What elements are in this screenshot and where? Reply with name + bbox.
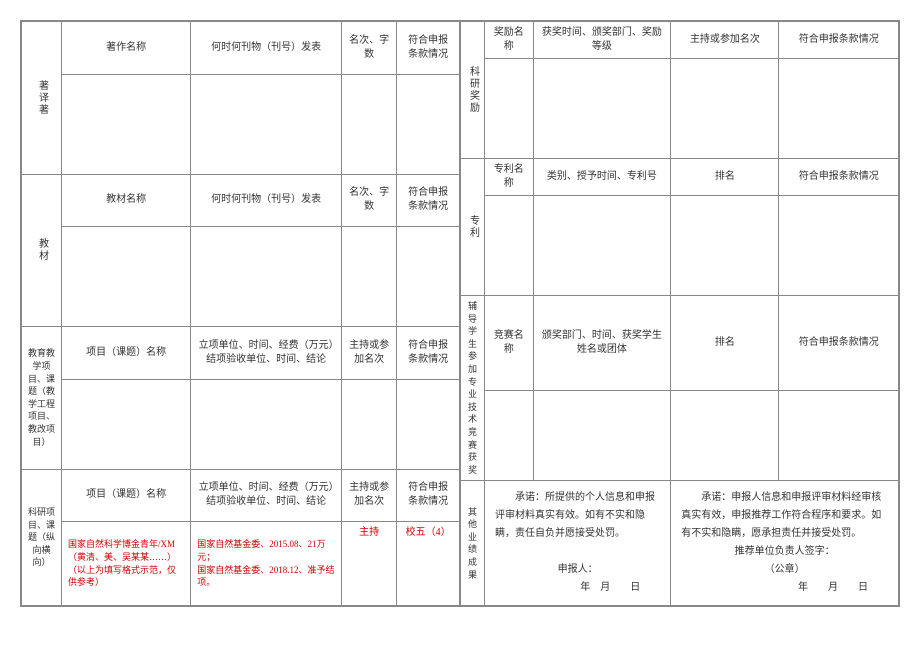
h-pt-4: 符合申报条款情况 [779, 159, 899, 196]
row-comp-header: 辅导学生参加专业技术竞赛获奖 竞赛名称 颁奖部门、时间、获奖学生姓名或团体 排名… [461, 296, 899, 391]
cell [397, 227, 460, 327]
cell [671, 196, 779, 296]
pledge2-signer: 推荐单位负责人签字： [681, 543, 888, 561]
right-table: 科研奖励 奖励名称 获奖时间、颁奖部门、奖励等级 主持或参加名次 符合申报条款情… [460, 21, 899, 606]
pledge2-seal: （公章） [681, 561, 888, 579]
row-patent-body [461, 196, 899, 296]
cell [485, 196, 534, 296]
row-works-header: 著译著 著作名称 何时何刊物（刊号）发表 名次、字数 符合申报条款情况 [22, 22, 460, 75]
cell [671, 59, 779, 159]
cell [341, 74, 396, 174]
label-patent: 专利 [461, 159, 485, 296]
cell [62, 74, 191, 174]
cell [191, 74, 342, 174]
h-cp-1: 竞赛名称 [485, 296, 534, 391]
h-res-2: 立项单位、时间、经费（万元）结项验收单位、时间、结论 [191, 469, 342, 522]
cell [671, 391, 779, 481]
h-cp-4: 符合申报条款情况 [779, 296, 899, 391]
cell [191, 379, 342, 469]
label-award: 科研奖励 [461, 22, 485, 159]
cell [485, 59, 534, 159]
cell [397, 379, 460, 469]
h-works-3: 名次、字数 [341, 22, 396, 75]
pledge2-date: 年 月 日 [681, 579, 888, 597]
cell [397, 74, 460, 174]
h-res-1: 项目（课题）名称 [62, 469, 191, 522]
h-tb-1: 教材名称 [62, 174, 191, 227]
form-page: 著译著 著作名称 何时何刊物（刊号）发表 名次、字数 符合申报条款情况 教材 教… [20, 20, 900, 607]
h-pt-3: 排名 [671, 159, 779, 196]
res-c2: 国家自然基金委、2015.08、21万元； 国家自然基金委、2018.12、准予… [191, 522, 342, 606]
h-res-3: 主持或参加名次 [341, 469, 396, 522]
cell [533, 391, 671, 481]
label-research: 科研项目、课题（纵向横向） [22, 469, 62, 606]
h-edu-3: 主持或参加名次 [341, 327, 396, 380]
row-textbook-body [22, 227, 460, 327]
label-edu: 教育教学项目、课题（教学工程项目、教改项目） [22, 327, 62, 470]
h-edu-1: 项目（课题）名称 [62, 327, 191, 380]
h-aw-1: 奖励名称 [485, 22, 534, 59]
h-tb-4: 符合申报条款情况 [397, 174, 460, 227]
cell [341, 379, 396, 469]
label-comp: 辅导学生参加专业技术竞赛获奖 [461, 296, 485, 481]
label-textbook: 教材 [22, 174, 62, 327]
res-c1: 国家自然科学博金青年/XM（黄清、美、吴某某……） （以上为填写格式示范，仅供参… [62, 522, 191, 606]
pledge2-text: 承诺：申报人信息和申报评审材料经审核真实有效，申报推荐工作符合程序和要求。如有不… [681, 489, 888, 543]
h-pt-1: 专利名称 [485, 159, 534, 196]
cell [485, 391, 534, 481]
label-other: 其他业绩成果 [461, 481, 485, 606]
cell [62, 227, 191, 327]
cell [62, 379, 191, 469]
row-award-body [461, 59, 899, 159]
cell [779, 196, 899, 296]
h-tb-3: 名次、字数 [341, 174, 396, 227]
row-research-header: 科研项目、课题（纵向横向） 项目（课题）名称 立项单位、时间、经费（万元）结项验… [22, 469, 460, 522]
res-c3: 主持 [341, 522, 396, 606]
res-c4: 校五（4） [397, 522, 460, 606]
row-comp-body [461, 391, 899, 481]
h-cp-3: 排名 [671, 296, 779, 391]
h-aw-4: 符合申报条款情况 [779, 22, 899, 59]
h-works-2: 何时何刊物（刊号）发表 [191, 22, 342, 75]
row-patent-header: 专利 专利名称 类别、授予时间、专利号 排名 符合申报条款情况 [461, 159, 899, 196]
cell [533, 59, 671, 159]
row-works-body [22, 74, 460, 174]
h-edu-2: 立项单位、时间、经费（万元）结项验收单位、时间、结论 [191, 327, 342, 380]
h-aw-3: 主持或参加名次 [671, 22, 779, 59]
row-research-body: 国家自然科学博金青年/XM（黄清、美、吴某某……） （以上为填写格式示范，仅供参… [22, 522, 460, 606]
cell [779, 391, 899, 481]
h-aw-2: 获奖时间、颁奖部门、奖励等级 [533, 22, 671, 59]
cell [191, 227, 342, 327]
label-works: 著译著 [22, 22, 62, 175]
cell [779, 59, 899, 159]
h-tb-2: 何时何刊物（刊号）发表 [191, 174, 342, 227]
pledge1-text: 承诺：所提供的个人信息和申报评审材料真实有效。如有不实和隐瞒，责任自负并愿接受处… [495, 489, 660, 543]
h-works-4: 符合申报条款情况 [397, 22, 460, 75]
cell [341, 227, 396, 327]
h-edu-4: 符合申报条款情况 [397, 327, 460, 380]
row-edu-header: 教育教学项目、课题（教学工程项目、教改项目） 项目（课题）名称 立项单位、时间、… [22, 327, 460, 380]
h-cp-2: 颁奖部门、时间、获奖学生姓名或团体 [533, 296, 671, 391]
h-works-1: 著作名称 [62, 22, 191, 75]
pledge1-signer: 申报人： [495, 561, 660, 579]
pledge1-date: 年 月 日 [495, 579, 660, 597]
row-edu-body [22, 379, 460, 469]
row-textbook-header: 教材 教材名称 何时何刊物（刊号）发表 名次、字数 符合申报条款情况 [22, 174, 460, 227]
pledge1: 承诺：所提供的个人信息和申报评审材料真实有效。如有不实和隐瞒，责任自负并愿接受处… [485, 481, 671, 606]
h-pt-2: 类别、授予时间、专利号 [533, 159, 671, 196]
h-res-4: 符合申报条款情况 [397, 469, 460, 522]
pledge2: 承诺：申报人信息和申报评审材料经审核真实有效，申报推荐工作符合程序和要求。如有不… [671, 481, 899, 606]
left-table: 著译著 著作名称 何时何刊物（刊号）发表 名次、字数 符合申报条款情况 教材 教… [21, 21, 460, 606]
cell [533, 196, 671, 296]
row-award-header: 科研奖励 奖励名称 获奖时间、颁奖部门、奖励等级 主持或参加名次 符合申报条款情… [461, 22, 899, 59]
